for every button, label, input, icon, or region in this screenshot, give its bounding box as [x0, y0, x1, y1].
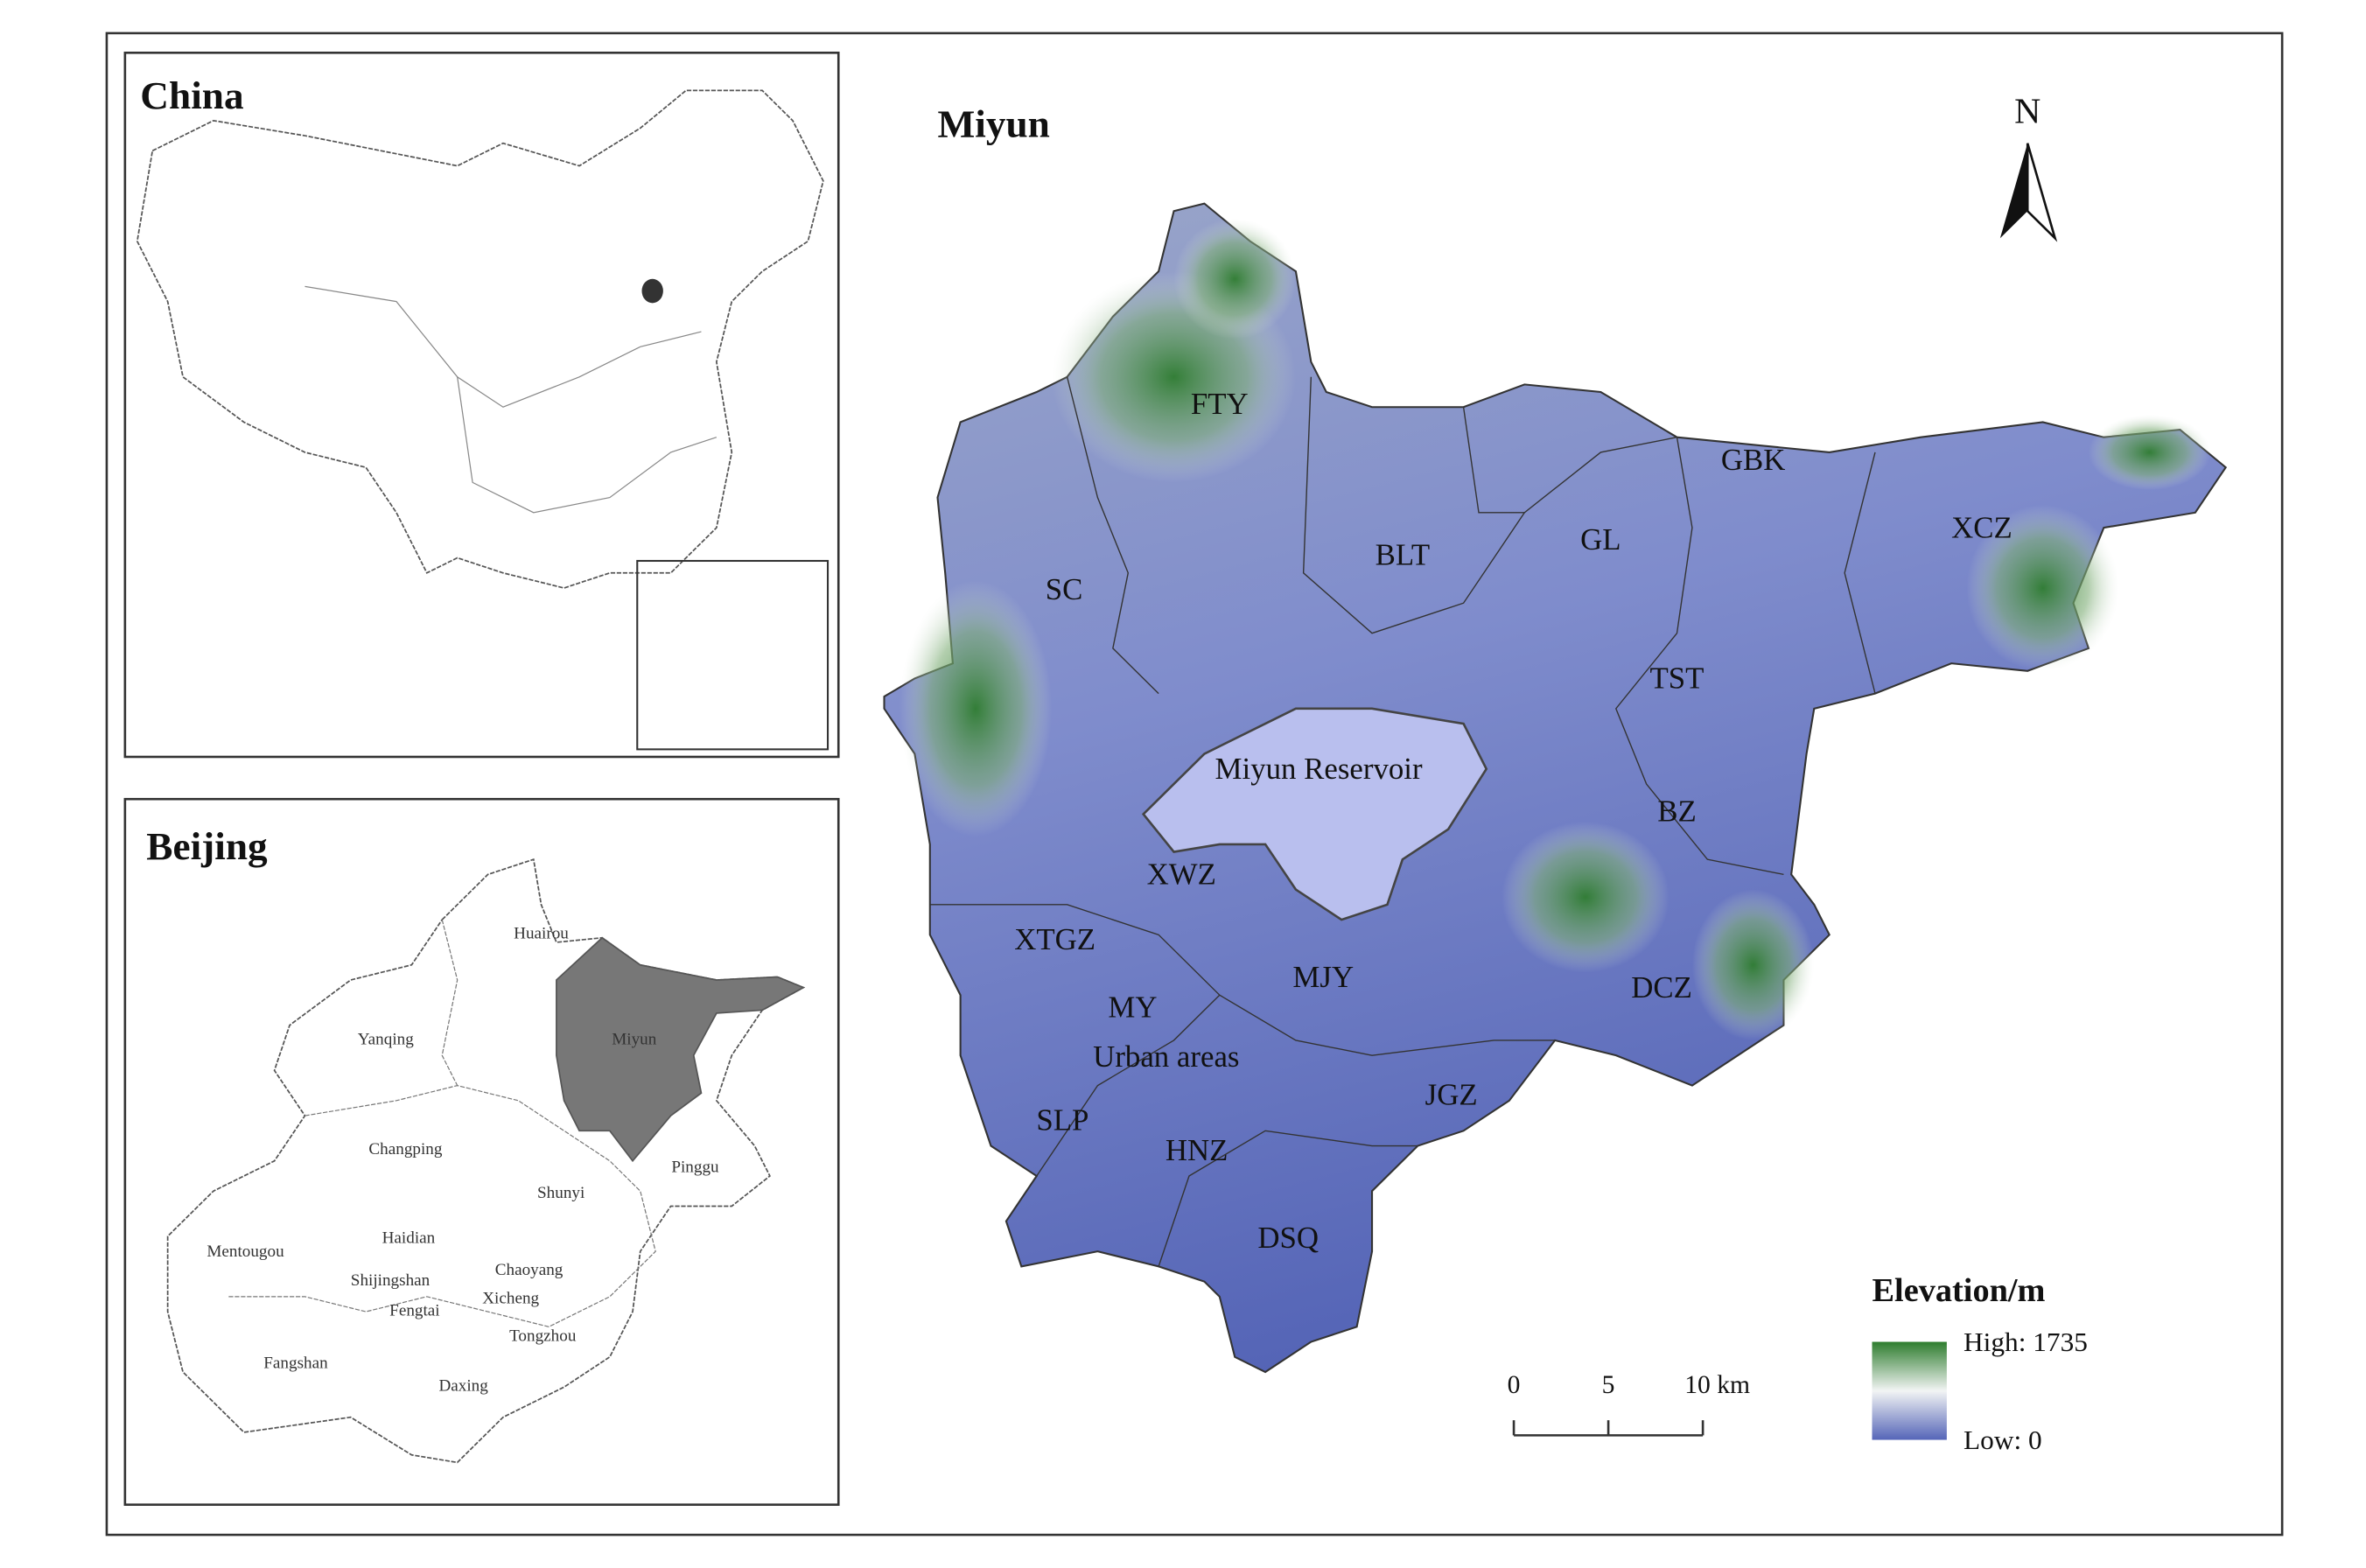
legend-low: Low: 0 [1964, 1424, 2042, 1455]
district-label: Huairou [514, 925, 569, 943]
town-label: MY [1108, 991, 1157, 1025]
district-label: Yanqing [358, 1030, 415, 1048]
town-label: MJY [1292, 961, 1354, 994]
district-label: Xicheng [482, 1290, 539, 1308]
highland [2088, 414, 2211, 490]
north-arrow-left [1999, 143, 2028, 239]
town-label: DSQ [1257, 1222, 1319, 1255]
province-lines [457, 376, 718, 514]
town-label: GBK [1721, 444, 1786, 477]
district-label: Pinggu [671, 1158, 719, 1177]
district-label: Fengtai [389, 1302, 439, 1320]
town-label: SC [1046, 573, 1083, 606]
town-label: Miyun Reservoir [1215, 752, 1423, 786]
reservoir [1141, 707, 1488, 921]
town-label: FTY [1191, 388, 1249, 421]
town-label: JGZ [1425, 1078, 1478, 1111]
district-label: Fangshan [263, 1354, 328, 1373]
town-label: TST [1650, 662, 1704, 696]
town-label: GL [1580, 523, 1620, 556]
town-label: XCZ [1951, 512, 2012, 545]
highland [1173, 218, 1296, 340]
town-boundaries [1066, 376, 1159, 695]
highland [1691, 889, 1815, 1040]
town-label: DCZ [1631, 971, 1692, 1004]
highland [1966, 505, 2119, 671]
district-lines [228, 1084, 656, 1327]
beijing-marker [641, 278, 663, 304]
town-label: Urban areas [1093, 1040, 1239, 1074]
scale-bar [1512, 1420, 1704, 1437]
district-label: Tongzhou [509, 1327, 577, 1346]
town-label: BLT [1376, 539, 1431, 572]
beijing-title: Beijing [146, 824, 268, 868]
district-label: Miyun [612, 1030, 657, 1048]
north-arrow [1999, 143, 2058, 242]
district-label: Changping [368, 1140, 443, 1158]
town-boundaries [1615, 437, 1784, 876]
district-label: Mentougou [206, 1242, 284, 1261]
town-label: XTGZ [1014, 923, 1096, 956]
china-panel [123, 52, 840, 759]
district-label: Daxing [438, 1377, 488, 1396]
town-label: XWZ [1147, 858, 1216, 892]
highland [1502, 822, 1670, 973]
legend-title: Elevation/m [1872, 1272, 2046, 1309]
outer-frame [105, 32, 2284, 1536]
highland [899, 580, 1053, 837]
town-boundaries [1844, 452, 1876, 694]
district-lines [441, 919, 458, 1086]
legend-high: High: 1735 [1964, 1326, 2088, 1357]
town-boundaries [929, 904, 1556, 1056]
legend-ramp [1872, 1341, 1947, 1440]
district-label: Shijingshan [351, 1271, 430, 1290]
miyun-district [556, 936, 806, 1163]
district-label: Haidian [382, 1229, 436, 1248]
china-outline [136, 89, 824, 589]
north-arrow-right [2026, 143, 2058, 242]
district-label: Shunyi [537, 1184, 584, 1202]
miyun-title: Miyun [937, 102, 1049, 146]
town-label: BZ [1657, 795, 1697, 829]
miyun-terrain [883, 202, 2228, 1374]
town-boundaries [1158, 1130, 1418, 1267]
beijing-panel [123, 797, 840, 1506]
province-lines [304, 285, 702, 408]
town-boundaries [1462, 407, 1525, 514]
town-boundaries [1302, 376, 1677, 634]
town-label: SLP [1036, 1104, 1088, 1138]
china-title: China [140, 74, 243, 117]
scale-label: 10 km [1684, 1371, 1750, 1399]
district-label: Chaoyang [495, 1261, 564, 1279]
town-boundaries [1036, 994, 1221, 1177]
south-sea-inset [636, 559, 830, 751]
north-label: N [2014, 91, 2040, 131]
scale-label: 5 [1602, 1371, 1615, 1399]
scale-label: 0 [1508, 1371, 1521, 1399]
town-label: HNZ [1166, 1134, 1228, 1167]
